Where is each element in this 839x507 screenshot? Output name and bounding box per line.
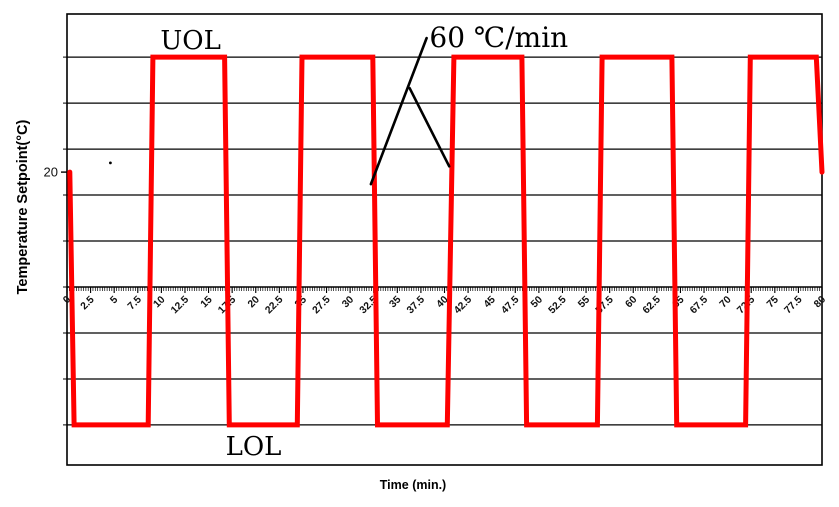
y-tick-label: 20 xyxy=(44,165,58,180)
temperature-waveform xyxy=(67,54,825,428)
stray-dot xyxy=(109,161,112,165)
uol-label: UOL xyxy=(160,26,221,56)
y-axis-tick-labels: 20 xyxy=(44,165,58,180)
plot-frame xyxy=(66,13,823,466)
ramp-pointer-line xyxy=(408,86,451,168)
ramp-rate-annotation: 60 ℃/min xyxy=(369,21,568,186)
x-axis-title: Time (min.) xyxy=(380,478,446,492)
ramp-pointer-line xyxy=(369,36,428,186)
ramp-rate-label: 60 ℃/min xyxy=(429,21,568,54)
y-axis-ticks xyxy=(61,56,67,426)
lol-label: LOL xyxy=(226,432,282,462)
y-axis-title: Temperature Setpoint(°C) xyxy=(15,119,31,294)
x-axis-major-ticks xyxy=(66,287,823,293)
